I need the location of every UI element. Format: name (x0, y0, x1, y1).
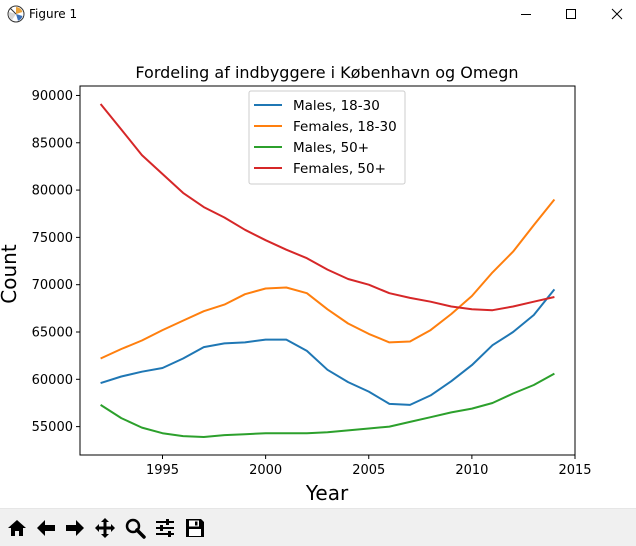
y-tick-label: 75000 (32, 231, 73, 246)
legend-label: Males, 50+ (293, 140, 369, 156)
back-arrow-icon (37, 520, 55, 536)
pan-icon (95, 518, 115, 538)
maximize-icon (566, 9, 576, 19)
minimize-button[interactable] (503, 0, 549, 28)
ticks-layer: 1995 2000 2005 2010 2015 55000 60000 65000 70000… (32, 89, 592, 478)
window-titlebar: Figure 1 (0, 0, 636, 30)
legend-label: Females, 50+ (293, 161, 386, 177)
home-button[interactable] (3, 514, 31, 542)
legend: Males, 18-30 Females, 18-30 Males, 50+ Fema… (248, 90, 406, 185)
y-axis-label: Count (0, 244, 21, 304)
series-line-3 (99, 103, 555, 312)
y-tick-label: 80000 (32, 184, 73, 199)
line-chart: Fordeling af indbyggere i København og O… (0, 63, 592, 505)
series-line-2 (100, 372, 555, 438)
series-line-0 (100, 288, 556, 406)
forward-button[interactable] (61, 514, 89, 542)
close-icon (611, 8, 623, 20)
home-icon (8, 520, 26, 536)
x-tick-label: 2015 (558, 463, 591, 478)
zoom-button[interactable] (121, 514, 149, 542)
y-tick-label: 90000 (32, 89, 73, 104)
y-tick-label: 85000 (32, 136, 73, 151)
configure-subplots-icon (156, 519, 174, 537)
matplotlib-figure-icon (7, 5, 25, 23)
x-tick-label: 2010 (455, 463, 488, 478)
pan-button[interactable] (91, 514, 119, 542)
axes-frame (79, 85, 576, 456)
forward-arrow-icon (66, 520, 84, 536)
save-icon (186, 519, 204, 537)
back-button[interactable] (32, 514, 60, 542)
zoom-icon (125, 518, 146, 539)
chart-title: Fordeling af indbyggere i København og O… (135, 63, 518, 82)
y-tick-label: 55000 (32, 420, 73, 435)
minimize-icon (521, 14, 531, 15)
y-tick-label: 65000 (32, 326, 73, 341)
maximize-button[interactable] (548, 0, 594, 28)
figure-canvas[interactable]: Fordeling af indbyggere i København og O… (0, 30, 636, 508)
x-tick-label: 2005 (352, 463, 385, 478)
legend-frame (248, 90, 406, 185)
window-title: Figure 1 (29, 7, 78, 21)
x-tick-label: 2000 (249, 463, 282, 478)
y-tick-label: 60000 (32, 373, 73, 388)
legend-label: Females, 18-30 (293, 119, 397, 135)
configure-subplots-button[interactable] (151, 514, 179, 542)
y-tick-label: 70000 (32, 278, 73, 293)
save-button[interactable] (181, 514, 209, 542)
legend-label: Males, 18-30 (293, 98, 380, 114)
series-layer (99, 103, 556, 438)
x-tick-label: 1995 (146, 463, 179, 478)
series-line-1 (100, 198, 556, 360)
close-button[interactable] (594, 0, 636, 28)
navigation-toolbar (0, 508, 636, 546)
x-axis-label: Year (305, 481, 349, 505)
